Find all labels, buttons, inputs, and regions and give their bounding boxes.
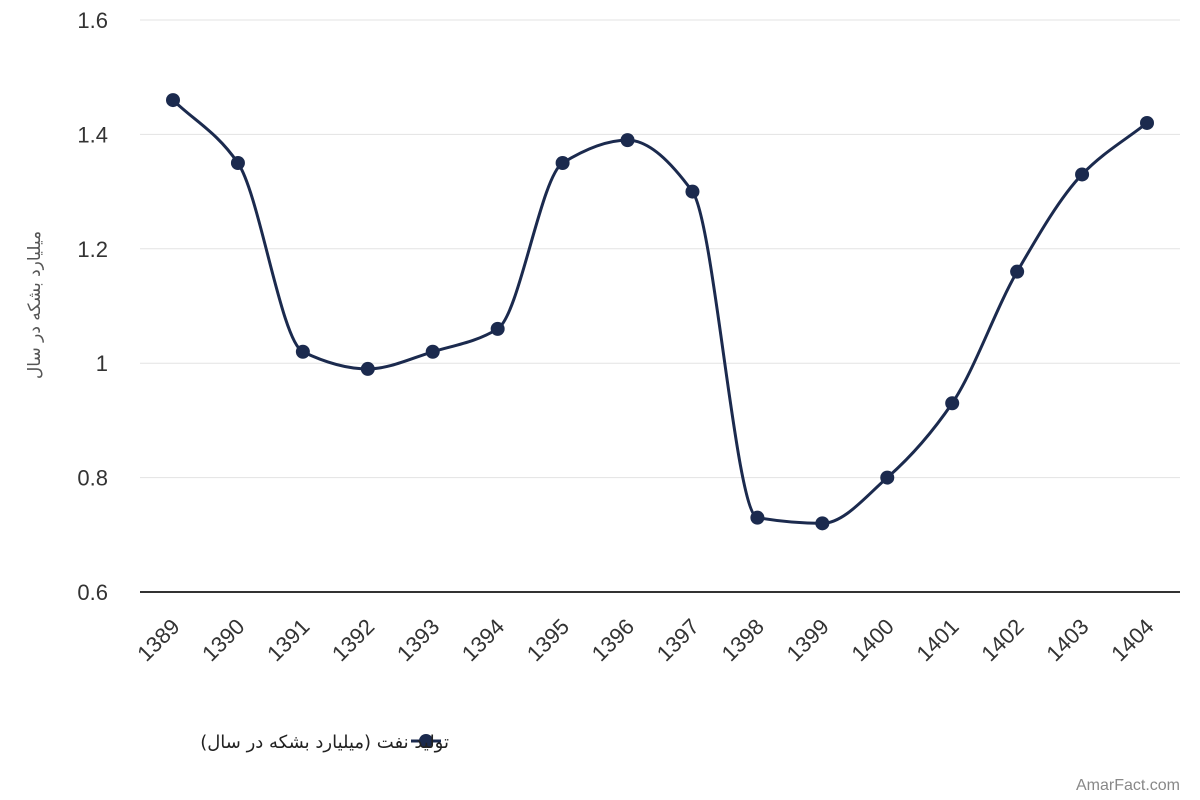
x-tick-label-1400: 1400 (847, 614, 899, 666)
x-tick-label-1395: 1395 (522, 614, 574, 666)
y-tick-label: 1 (96, 351, 108, 376)
grid-lines (140, 19, 1180, 479)
legend-dot-marker (419, 734, 433, 748)
data-point-1389[interactable] (166, 93, 180, 108)
x-axis-tick-labels: 1389 1390 1391 1392 1393 1394 1395 1396 1397 1398… (132, 614, 1158, 666)
x-tick-label-1403: 1403 (1041, 614, 1093, 666)
data-point-1402[interactable] (1010, 264, 1025, 279)
x-tick-label-1391: 1391 (262, 614, 314, 666)
x-tick-label-1401: 1401 (911, 614, 963, 666)
y-tick-label: 0.6 (77, 580, 108, 605)
y-tick-label: 0.8 (77, 466, 108, 491)
x-tick-label-1393: 1393 (392, 614, 444, 666)
data-point-1393[interactable] (425, 344, 440, 359)
data-point-1400[interactable] (880, 470, 895, 485)
data-point-1397[interactable] (685, 184, 700, 199)
series-line (171, 99, 1148, 525)
x-tick-label-1389: 1389 (132, 614, 184, 666)
x-tick-label-1402: 1402 (976, 614, 1028, 666)
series-layer (166, 93, 1154, 531)
data-point-1392[interactable] (360, 361, 375, 376)
data-point-1399[interactable] (815, 516, 830, 531)
data-point-1404[interactable] (1140, 115, 1154, 130)
x-tick-label-1399: 1399 (782, 614, 834, 666)
x-tick-label-1394: 1394 (457, 614, 509, 666)
x-tick-label-1404: 1404 (1106, 614, 1158, 666)
y-axis-label: میلیارد بشکه در سال (25, 231, 45, 379)
x-tick-label-1392: 1392 (327, 614, 379, 666)
data-point-1395[interactable] (555, 156, 570, 170)
data-point-1403[interactable] (1075, 167, 1090, 182)
data-point-1390[interactable] (230, 156, 245, 170)
data-point-1401[interactable] (945, 396, 960, 411)
x-tick-label-1390: 1390 (197, 614, 249, 666)
data-point-1391[interactable] (295, 344, 310, 359)
data-point-1394[interactable] (490, 321, 505, 336)
x-tick-label-1398: 1398 (717, 614, 769, 666)
y-tick-label: 1.2 (77, 237, 108, 262)
x-tick-label-1396: 1396 (587, 614, 639, 666)
legend-series-name: تولید نفت (میلیارد بشکه در سال) (200, 732, 449, 753)
data-point-1398[interactable] (750, 510, 765, 525)
watermark: AmarFact.com (1076, 777, 1180, 794)
legend[interactable]: تولید نفت (میلیارد بشکه در سال) (200, 732, 449, 753)
data-point-1396[interactable] (620, 133, 635, 148)
x-tick-label-1397: 1397 (652, 614, 704, 666)
y-axis-tick-labels: 0.6 0.8 1 1.2 1.4 1.6 (77, 8, 108, 605)
y-tick-label: 1.4 (77, 122, 108, 147)
y-tick-label: 1.6 (77, 8, 108, 33)
